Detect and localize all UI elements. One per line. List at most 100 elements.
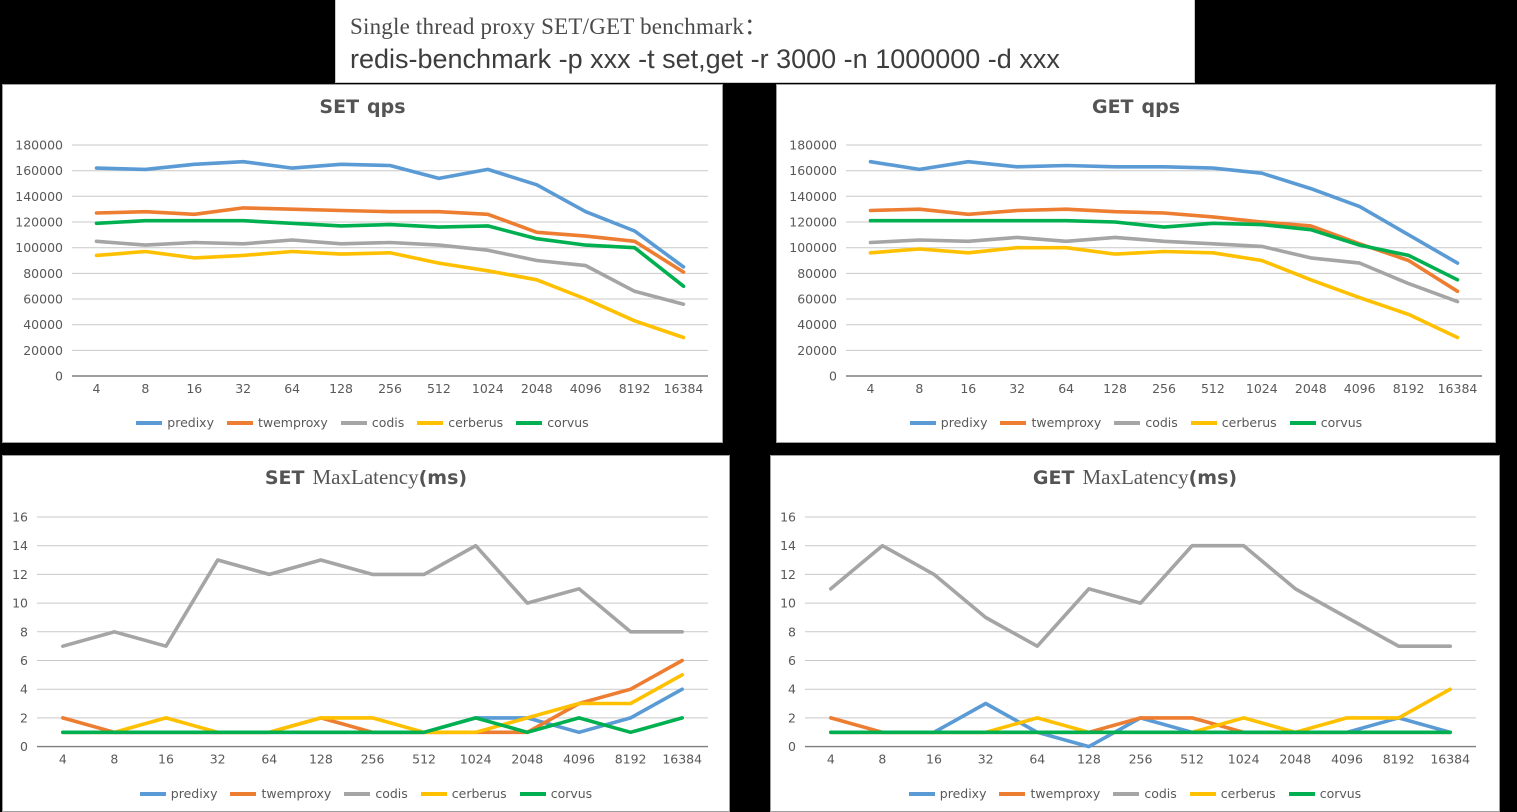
legend-item-twemproxy: twemproxy <box>999 786 1100 801</box>
legend-label-twemproxy: twemproxy <box>1031 415 1102 430</box>
series-line-cerberus <box>94 249 686 340</box>
x-axis-label: 1024 <box>460 752 492 767</box>
x-axis-label: 256 <box>361 752 385 767</box>
legend-item-codis: codis <box>1113 786 1177 801</box>
x-axis-label: 4096 <box>1331 752 1363 767</box>
x-axis-label: 1024 <box>1246 381 1278 396</box>
x-axis-label: 8 <box>141 381 149 396</box>
y-axis-label: 0 <box>829 369 837 384</box>
y-axis-label: 120000 <box>789 215 837 230</box>
series-line-codis <box>60 543 685 648</box>
legend-label-codis: codis <box>1145 415 1178 430</box>
legend-label-corvus: corvus <box>550 786 593 801</box>
x-axis-label: 4096 <box>563 752 595 767</box>
chart-panel-get-qps: GET qps 180000 160000 140000 120000 100000 800… <box>776 84 1496 443</box>
legend-swatch-corvus <box>516 420 543 425</box>
y-axis-label: 14 <box>780 538 796 553</box>
series-line-codis <box>828 543 1453 648</box>
x-axis-label: 4096 <box>1344 381 1376 396</box>
legend-item-cerberus: cerberus <box>1190 415 1277 430</box>
y-axis-label: 6 <box>788 653 796 668</box>
x-axis-label: 512 <box>1180 752 1204 767</box>
y-axis-label: 14 <box>12 538 28 553</box>
x-axis-label: 4 <box>827 752 835 767</box>
legend-swatch-codis <box>1113 791 1140 796</box>
x-axis-label: 16384 <box>1438 381 1478 396</box>
legend-swatch-twemproxy <box>230 791 257 796</box>
x-axis-label: 4 <box>59 752 67 767</box>
series-line-codis <box>868 235 1460 304</box>
series-line-predixy <box>868 159 1460 265</box>
x-axis-label: 64 <box>1029 752 1045 767</box>
x-axis-label: 8192 <box>615 752 647 767</box>
x-axis-label: 512 <box>412 752 436 767</box>
chart-title-suffix: (ms) <box>418 467 468 489</box>
legend-label-twemproxy: twemproxy <box>257 415 328 430</box>
legend-label-cerberus: cerberus <box>451 786 507 801</box>
legend-swatch-corvus <box>1288 791 1315 796</box>
series-line-corvus <box>868 218 1460 282</box>
x-axis-label: 8192 <box>1383 752 1415 767</box>
chart-title-serif: MaxLatency <box>312 465 419 489</box>
x-axis-label: 16384 <box>662 752 702 767</box>
legend-label-cerberus: cerberus <box>1220 786 1276 801</box>
y-axis-label: 60000 <box>797 292 837 307</box>
title-box: Single thread proxy SET/GET benchmark： r… <box>335 0 1195 83</box>
chart-title: SET MaxLatency(ms) <box>3 456 729 499</box>
x-axis-label: 8 <box>110 752 118 767</box>
y-axis-label: 0 <box>20 739 28 754</box>
legend-item-twemproxy: twemproxy <box>226 415 328 430</box>
chart-title-prefix: SET <box>319 96 360 118</box>
y-axis-label: 6 <box>20 653 28 668</box>
legend-item-codis: codis <box>340 415 405 430</box>
legend-label-corvus: corvus <box>1319 786 1362 801</box>
y-axis-label: 4 <box>788 682 796 697</box>
chart-title: GET qps <box>777 85 1495 128</box>
legend-item-corvus: corvus <box>516 415 589 430</box>
legend-label-corvus: corvus <box>1320 415 1363 430</box>
x-axis-label: 32 <box>1009 381 1025 396</box>
x-axis-label: 128 <box>1103 381 1127 396</box>
x-axis-label: 32 <box>210 752 226 767</box>
legend-item-predixy: predixy <box>136 415 214 430</box>
series-line-predixy <box>94 159 686 269</box>
legend-item-predixy: predixy <box>139 786 217 801</box>
x-axis-label: 16384 <box>1430 752 1470 767</box>
legend-item-corvus: corvus <box>1288 786 1362 801</box>
legend-item-cerberus: cerberus <box>420 786 507 801</box>
x-axis-label: 32 <box>235 381 251 396</box>
legend-swatch-corvus <box>519 791 546 796</box>
chart-title-prefix: GET <box>1091 96 1134 118</box>
x-axis-label: 8 <box>878 752 886 767</box>
legend-label-predixy: predixy <box>939 786 987 801</box>
legend-swatch-twemproxy <box>1000 420 1027 425</box>
legend-label-cerberus: cerberus <box>448 415 504 430</box>
y-axis-label: 180000 <box>15 138 63 153</box>
legend-label-codis: codis <box>371 415 405 430</box>
x-axis-label: 8192 <box>619 381 651 396</box>
legend-item-corvus: corvus <box>1289 415 1363 430</box>
chart-title: GET MaxLatency(ms) <box>771 456 1499 499</box>
x-axis-label: 128 <box>1077 752 1101 767</box>
y-axis-label: 4 <box>20 682 28 697</box>
y-axis-label: 160000 <box>789 163 837 178</box>
x-axis-label: 16 <box>158 752 174 767</box>
legend-swatch-predixy <box>909 420 936 425</box>
y-axis-label: 140000 <box>15 189 63 204</box>
legend-swatch-codis <box>340 420 367 425</box>
y-axis-label: 10 <box>12 596 28 611</box>
benchmark-title: Single thread proxy SET/GET benchmark： <box>350 14 768 39</box>
y-axis-label: 100000 <box>15 240 63 255</box>
series-line-cerberus <box>828 687 1453 735</box>
chart-panel-set-maxlatency: SET MaxLatency(ms) 16 14 12 10 8 6 4 2 0 4 8 16 32 64 1… <box>2 455 730 812</box>
legend-swatch-predixy <box>908 791 935 796</box>
series-line-corvus <box>94 218 686 288</box>
y-axis-label: 8 <box>20 624 28 639</box>
x-axis-label: 128 <box>329 381 353 396</box>
legend-swatch-cerberus <box>420 791 447 796</box>
x-axis-label: 16384 <box>664 381 704 396</box>
legend-label-corvus: corvus <box>547 415 589 430</box>
chart-title-suffix: qps <box>1141 96 1181 118</box>
